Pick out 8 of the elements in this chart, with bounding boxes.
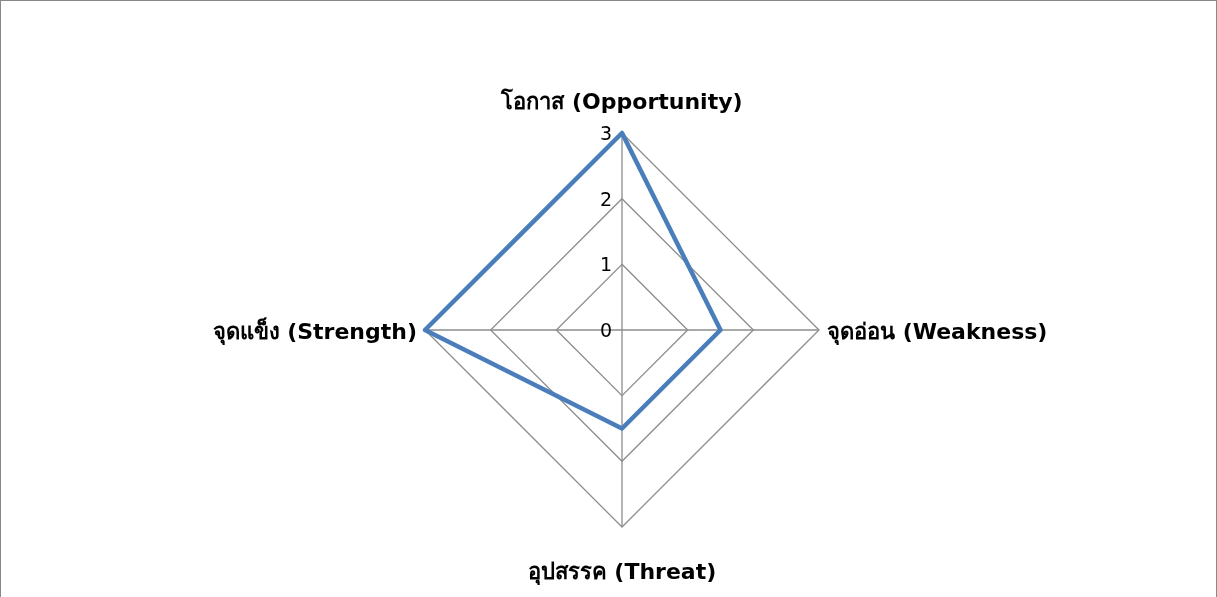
- spoke-label: จุดอ่อน (Weakness): [827, 319, 1048, 346]
- radar-tick: 3: [599, 122, 612, 144]
- spoke-label: จุดแข็ง (Strength): [212, 317, 417, 346]
- radar-tick: 1: [599, 253, 612, 276]
- radar-tick: 2: [599, 187, 612, 210]
- radar-tick: 0: [599, 319, 612, 341]
- spoke-label: โอกาส (Opportunity): [500, 88, 743, 114]
- spoke-label: อุปสรรค (Threat): [527, 559, 717, 586]
